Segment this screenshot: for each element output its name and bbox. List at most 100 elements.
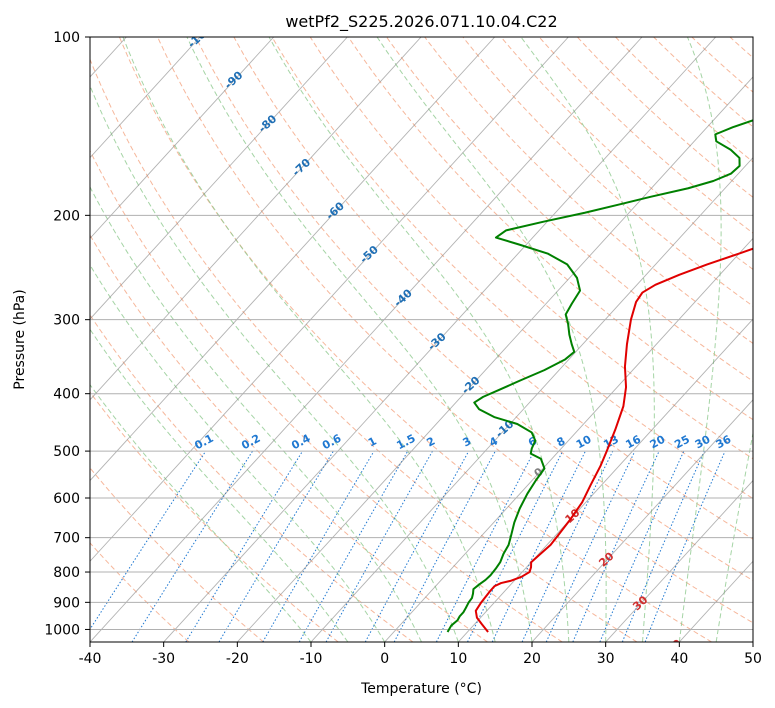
- dry-adiabat-line: [462, 37, 753, 307]
- x-tick-label: -40: [79, 651, 102, 667]
- y-tick-label: 1000: [44, 622, 80, 638]
- mixing-ratio-line: [218, 450, 334, 642]
- y-tick-label: 200: [53, 208, 80, 224]
- x-tick-label: 30: [597, 651, 615, 667]
- mixing-ratio-label: 0.2: [239, 432, 262, 453]
- profile-lines: [446, 119, 753, 633]
- mixing-ratio-line: [435, 450, 535, 642]
- x-tick-label: 10: [449, 651, 467, 667]
- dry-adiabats: [90, 27, 775, 643]
- dry-adiabat-line: [309, 37, 753, 460]
- dry-adiabat-line: [424, 37, 753, 344]
- dry-adiabat-line: [90, 234, 488, 642]
- x-tick-label: -10: [300, 651, 323, 667]
- mixing-ratio-line: [644, 450, 726, 642]
- isotherm-line: [90, 37, 643, 642]
- moist-adiabat-line: [715, 430, 753, 642]
- moist-adiabat-line: [90, 185, 422, 642]
- isotherm-line: [605, 479, 753, 642]
- isotherm-line: [90, 37, 422, 401]
- mixing-ratio-line: [325, 450, 433, 642]
- dry-adiabat-line: [756, 27, 775, 643]
- temperature-line: [474, 247, 753, 633]
- mixing-ratio-line: [521, 450, 614, 642]
- mixing-ratio-line: [599, 450, 685, 642]
- mixing-ratio-label: 2: [424, 434, 437, 449]
- mixing-ratio-label: 16: [623, 433, 643, 452]
- dry-adiabat-line: [385, 37, 753, 382]
- x-tick-label: -30: [152, 651, 175, 667]
- isotherm-line: [752, 641, 753, 642]
- dry-adiabat-line: [233, 37, 753, 540]
- mixing-ratio-label: 1.5: [394, 432, 417, 453]
- dry-adiabat-line: [90, 391, 339, 642]
- y-tick-label: 400: [53, 387, 80, 403]
- x-tick-label: 40: [670, 651, 688, 667]
- y-tick-label: 100: [53, 30, 80, 46]
- x-tick-label: 50: [744, 651, 762, 667]
- isotherm-line: [90, 37, 275, 240]
- dry-adiabat-line: [347, 37, 753, 421]
- isotherm-line: [90, 37, 348, 320]
- isotherm-line: [90, 37, 569, 562]
- isotherm-line: [310, 156, 753, 642]
- moist-adiabat-line: [90, 328, 349, 642]
- isotherm-line: [236, 76, 753, 642]
- moist-adiabat-line: [186, 37, 533, 642]
- dry-adiabat-line: [90, 467, 264, 642]
- moist-adiabat-line: [90, 84, 459, 642]
- mixing-ratio-label: 25: [672, 433, 692, 452]
- moist-adiabat-line: [90, 264, 386, 642]
- dry-adiabat-line: [90, 314, 414, 642]
- dry-adiabat-line: [157, 37, 753, 624]
- mixing-ratio-label: 36: [714, 433, 734, 452]
- dry-adiabat-line: [195, 37, 753, 582]
- dry-adiabat-line: [90, 149, 563, 642]
- mixing-ratio-label: 30: [693, 433, 713, 452]
- mixing-ratio-label: 0.1: [192, 432, 215, 453]
- mixing-ratio-line: [262, 450, 375, 642]
- dry-adiabat-line: [118, 37, 712, 642]
- isotherms: [90, 37, 753, 642]
- mixing-ratio-line: [572, 450, 660, 642]
- dry-adiabat-line: [729, 37, 753, 59]
- mixing-ratio-line: [185, 450, 303, 642]
- dry-adiabat-line: [652, 37, 753, 128]
- mixing-ratio-line: [545, 450, 636, 642]
- isotherm-line: [163, 37, 717, 642]
- x-tick-label: 20: [523, 651, 541, 667]
- chart-title: wetPf2_S225.2026.071.10.04.C22: [285, 12, 557, 32]
- mixing-ratio-label: 3: [461, 434, 474, 449]
- y-tick-label: 700: [53, 531, 80, 547]
- mixing-ratio-line: [90, 450, 207, 631]
- pressure-gridlines: [90, 37, 753, 630]
- y-tick-label: 900: [53, 595, 80, 611]
- line-labels: 0.1 0.2 0.4 0.6 1 1.5 2 3 4 6 8 10 13 16 20 25 30 36-100-…: [185, 37, 734, 642]
- x-axis-label: Temperature (°C): [360, 681, 482, 697]
- y-tick-label: 800: [53, 565, 80, 581]
- mixing-ratio-line: [298, 450, 409, 642]
- mixing-ratio-label: 8: [555, 434, 568, 449]
- moist-adiabat-line: [376, 37, 607, 642]
- mixing-ratio-lines: [90, 450, 726, 642]
- isotherm-line: [384, 237, 753, 642]
- plot-area: 0.1 0.2 0.4 0.6 1 1.5 2 3 4 6 8 10 13 16 20 25 30 36-100-…: [90, 27, 775, 643]
- isotherm-line: [531, 399, 753, 642]
- x-tick-label: 0: [380, 651, 389, 667]
- mixing-ratio-line: [491, 450, 586, 642]
- mixing-ratio-line: [364, 450, 470, 642]
- isotherm-line: [90, 37, 496, 482]
- plot-frame: [89, 36, 754, 643]
- moist-adiabats: [90, 37, 753, 642]
- isotherm-line: [457, 318, 753, 642]
- dry-adiabat-line: [538, 37, 753, 234]
- dry-adiabat-line: [271, 37, 753, 500]
- y-tick-label: 500: [53, 444, 80, 460]
- mixing-ratio-label: 1: [366, 434, 379, 449]
- mixing-ratio-line: [467, 450, 564, 642]
- mixing-ratio-label: 20: [648, 433, 668, 452]
- y-axis-label: Pressure (hPa): [12, 289, 28, 389]
- y-tick-label: 300: [53, 313, 80, 329]
